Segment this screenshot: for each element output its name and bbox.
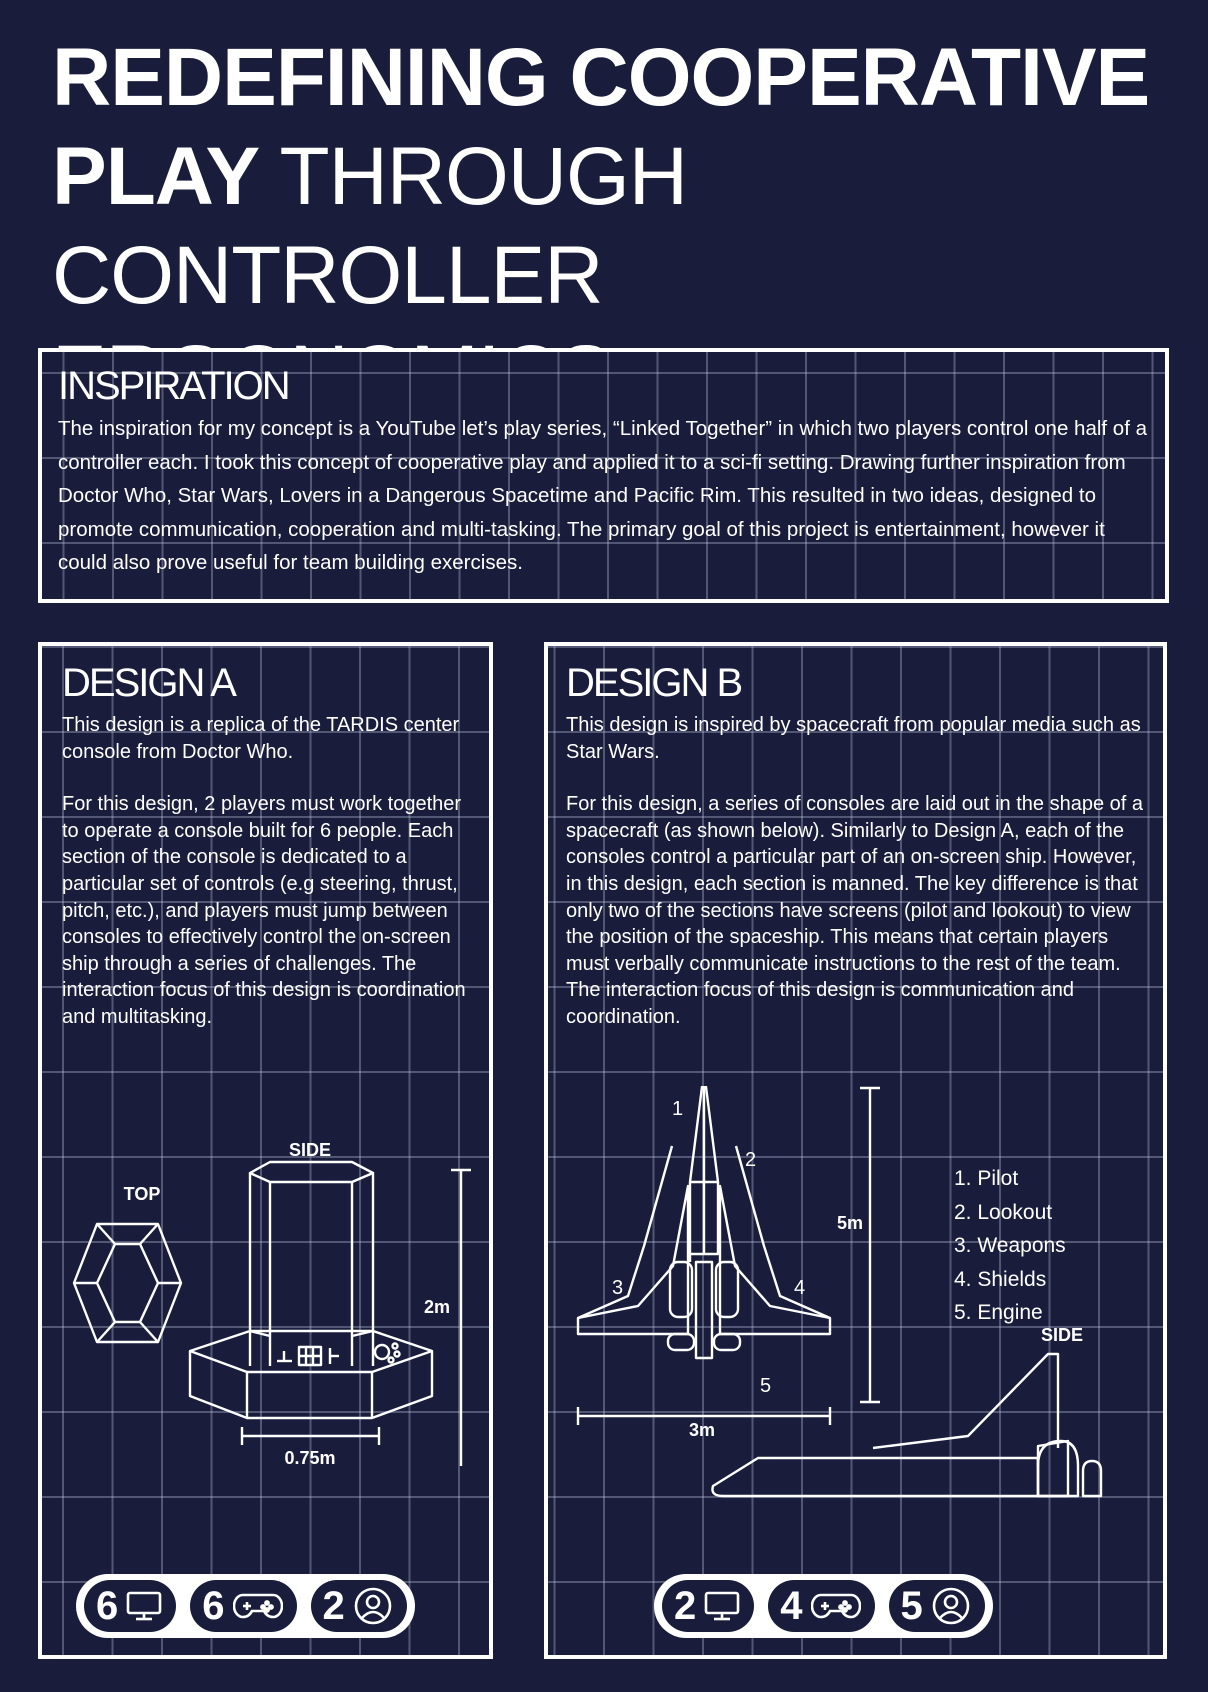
spacecraft-diagram: TOP 1 2 3 4 5 5m: [576, 1086, 1103, 1498]
ship-top-view: [576, 1086, 832, 1360]
design-a-details: For this design, 2 players must work tog…: [62, 793, 466, 1028]
section-label-4: 4: [794, 1277, 805, 1299]
controllers-stat: 4: [768, 1580, 875, 1632]
title-bold: REDEFINING COOPERATIVE PLAY: [52, 32, 1150, 222]
design-a-intro: This design is a replica of the TARDIS c…: [62, 714, 460, 763]
screens-stat: 2: [662, 1580, 755, 1632]
top-label: TOP: [124, 1184, 161, 1204]
design-a-panel: DESIGN A This design is a replica of the…: [38, 642, 493, 1659]
design-b-intro: This design is inspired by spacecraft fr…: [566, 714, 1141, 763]
players-stat: 5: [888, 1580, 985, 1632]
user-icon: [932, 1587, 970, 1625]
section-label-5: 5: [760, 1375, 771, 1397]
inspiration-panel: INSPIRATION The inspiration for my conce…: [38, 348, 1169, 603]
inspiration-body: The inspiration for my concept is a YouT…: [58, 417, 1147, 574]
inspiration-heading: INSPIRATION: [58, 364, 291, 408]
legend-item: 2. Lookout: [954, 1200, 1053, 1224]
legend-item: 4. Shields: [954, 1267, 1047, 1291]
design-a-stats: 6 6 2: [76, 1574, 415, 1638]
width-dimension: [576, 1407, 832, 1425]
width-label: 3m: [689, 1420, 715, 1440]
design-a-heading: DESIGN A: [62, 661, 237, 705]
console-side-view: [188, 1160, 434, 1420]
screens-count: 2: [674, 1584, 697, 1628]
controllers-stat: 6: [190, 1580, 297, 1632]
height-label: 2m: [424, 1297, 450, 1317]
design-b-panel: DESIGN B This design is inspired by spac…: [544, 642, 1167, 1659]
legend-item: 5. Engine: [954, 1301, 1043, 1324]
console-top-view: [72, 1222, 183, 1344]
height-dimension: [860, 1086, 880, 1404]
monitor-icon: [704, 1591, 740, 1621]
width-label: 0.75m: [284, 1448, 335, 1466]
side-label: SIDE: [289, 1140, 331, 1160]
players-count: 2: [322, 1584, 345, 1628]
legend-item: 1. Pilot: [954, 1167, 1019, 1190]
user-icon: [354, 1587, 392, 1625]
section-label-2: 2: [745, 1149, 756, 1171]
design-b-heading: DESIGN B: [566, 661, 743, 705]
section-label-3: 3: [612, 1277, 623, 1299]
controllers-count: 4: [780, 1584, 803, 1628]
tardis-console-diagram: TOP SIDE 2m 0.75m: [72, 1140, 471, 1466]
role-legend: 1. Pilot 2. Lookout 3. Weapons 4. Shield…: [954, 1162, 1066, 1330]
side-label: SIDE: [1041, 1325, 1083, 1345]
gamepad-icon: [232, 1593, 283, 1619]
controllers-count: 6: [202, 1584, 225, 1628]
players-count: 5: [900, 1584, 923, 1628]
gamepad-icon: [810, 1593, 861, 1619]
legend-item: 3. Weapons: [954, 1234, 1066, 1257]
design-b-details: For this design, a series of consoles ar…: [566, 793, 1144, 1028]
section-label-1: 1: [672, 1098, 683, 1120]
width-dimension: [240, 1427, 381, 1445]
players-stat: 2: [310, 1580, 407, 1632]
design-b-stats: 2 4 5: [654, 1574, 993, 1638]
screens-stat: 6: [84, 1580, 177, 1632]
monitor-icon: [126, 1591, 162, 1621]
height-dimension: [451, 1168, 471, 1466]
screens-count: 6: [96, 1584, 119, 1628]
ship-side-view: [711, 1352, 1103, 1498]
height-label: 5m: [837, 1213, 863, 1233]
